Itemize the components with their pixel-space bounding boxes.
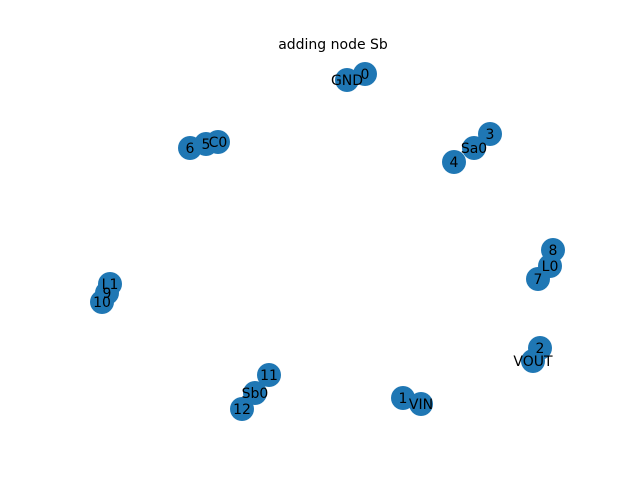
node-label-6: 6 [186,141,195,157]
node-10 [90,290,114,314]
node-12 [230,397,254,421]
node-3 [478,122,502,146]
node-label-4: 4 [450,155,459,171]
graph-title: adding node Sb [278,37,388,53]
node-label-7: 7 [534,272,543,288]
node-label-10: 10 [93,295,111,311]
node-label-c0: C0 [209,135,228,151]
node-sb0 [243,381,267,405]
node-label-9: 9 [103,286,112,302]
node-label-gnd: GND [331,73,363,89]
node-vin [409,392,433,416]
node-label-sa0: Sa0 [461,141,487,157]
node-label-12: 12 [233,402,251,418]
node-label-vin: VIN [409,397,433,413]
node-label-2: 2 [536,341,545,357]
node-label-0: 0 [361,67,370,83]
node-7 [526,267,550,291]
node-label-l0: L0 [542,259,559,275]
node-label-vout: VOUT [513,354,553,370]
node-label-5: 5 [202,137,211,153]
node-label-sb0: Sb0 [242,386,269,402]
node-sa0 [462,136,486,160]
node-label-8: 8 [549,243,558,259]
node-label-11: 11 [260,368,278,384]
node-label-1: 1 [399,391,408,407]
node-6 [178,136,202,160]
node-gnd [335,68,359,92]
node-11 [257,363,281,387]
node-vout [521,349,545,373]
node-label-3: 3 [486,127,495,143]
node-4 [442,150,466,174]
node-label-l1: L1 [102,277,119,293]
